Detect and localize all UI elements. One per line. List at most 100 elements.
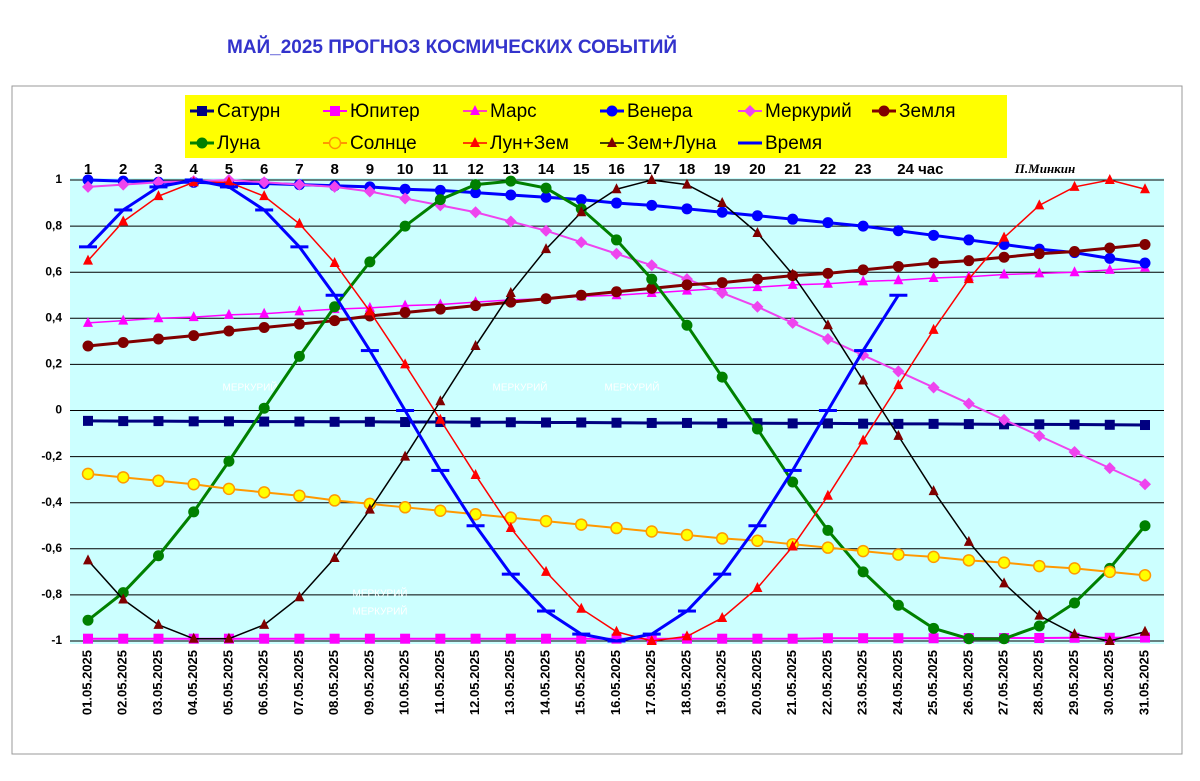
hour-label: 22 bbox=[820, 161, 837, 178]
legend-marker bbox=[196, 137, 208, 149]
marker bbox=[1069, 597, 1081, 609]
marker bbox=[435, 395, 446, 406]
marker bbox=[118, 633, 129, 644]
marker bbox=[293, 350, 305, 362]
marker bbox=[1033, 620, 1045, 632]
marker bbox=[470, 187, 482, 199]
marker bbox=[1139, 239, 1151, 251]
marker bbox=[783, 468, 802, 472]
hour-label: 9 bbox=[366, 161, 374, 178]
marker bbox=[645, 525, 658, 538]
marker bbox=[787, 633, 798, 644]
marker bbox=[435, 413, 446, 424]
y-tick-label: -1 bbox=[51, 633, 62, 647]
marker bbox=[399, 307, 411, 319]
marker bbox=[646, 273, 658, 285]
legend-label: Солнце bbox=[350, 133, 417, 154]
marker bbox=[117, 178, 130, 191]
legend-marker bbox=[330, 106, 340, 116]
marker bbox=[470, 469, 481, 480]
marker bbox=[611, 417, 622, 428]
marker bbox=[1140, 183, 1150, 194]
marker bbox=[611, 183, 622, 194]
legend-marker bbox=[878, 105, 890, 117]
marker bbox=[822, 267, 834, 279]
marker bbox=[928, 257, 940, 269]
marker bbox=[928, 271, 939, 282]
marker bbox=[715, 532, 729, 545]
hour-label: 5 bbox=[225, 161, 233, 178]
marker bbox=[505, 175, 517, 187]
marker bbox=[83, 633, 93, 644]
marker bbox=[223, 176, 234, 187]
marker bbox=[360, 349, 379, 353]
hour-label: 17 bbox=[643, 161, 660, 178]
marker bbox=[293, 489, 306, 503]
marker bbox=[893, 379, 904, 390]
marker bbox=[893, 274, 904, 285]
marker bbox=[222, 482, 236, 496]
marker bbox=[259, 633, 270, 644]
y-tick-label: 1 bbox=[55, 172, 62, 186]
marker bbox=[79, 245, 97, 249]
marker bbox=[857, 566, 869, 578]
marker bbox=[1068, 445, 1081, 458]
marker bbox=[118, 314, 129, 325]
marker bbox=[787, 476, 799, 488]
marker bbox=[540, 182, 552, 194]
x-tick-label: 19.05.2025 bbox=[714, 650, 729, 715]
marker bbox=[399, 220, 411, 232]
marker bbox=[752, 227, 763, 238]
marker bbox=[82, 180, 94, 193]
x-tick-label: 31.05.2025 bbox=[1136, 650, 1151, 715]
series bbox=[79, 178, 908, 643]
marker bbox=[963, 633, 975, 645]
marker bbox=[153, 618, 164, 629]
marker bbox=[399, 183, 411, 195]
marker bbox=[751, 273, 763, 285]
marker bbox=[822, 633, 833, 644]
x-tick-label: 24.05.2025 bbox=[890, 650, 905, 715]
x-tick-label: 01.05.2025 bbox=[79, 650, 94, 715]
marker bbox=[822, 319, 833, 330]
marker bbox=[149, 185, 168, 189]
x-tick-label: 30.05.2025 bbox=[1101, 650, 1116, 715]
hour-label: 24 час bbox=[897, 161, 943, 178]
marker bbox=[681, 417, 692, 428]
marker bbox=[399, 192, 412, 205]
marker bbox=[576, 417, 587, 428]
marker bbox=[152, 550, 164, 562]
x-tick-label: 12.05.2025 bbox=[467, 650, 482, 715]
x-tick-label: 26.05.2025 bbox=[960, 650, 975, 715]
marker bbox=[400, 417, 411, 428]
marker bbox=[751, 210, 763, 222]
marker bbox=[83, 415, 93, 426]
marker bbox=[82, 340, 94, 352]
marker bbox=[889, 293, 908, 297]
marker bbox=[928, 633, 939, 644]
marker bbox=[541, 243, 552, 254]
marker bbox=[607, 639, 626, 643]
marker bbox=[716, 277, 728, 289]
marker bbox=[576, 633, 587, 644]
marker bbox=[223, 632, 234, 643]
marker bbox=[681, 279, 693, 291]
marker bbox=[787, 213, 799, 225]
marker bbox=[576, 602, 587, 613]
marker bbox=[153, 633, 164, 644]
legend-marker bbox=[744, 105, 756, 117]
marker bbox=[646, 199, 658, 211]
marker bbox=[541, 565, 552, 576]
hour-label: 12 bbox=[467, 161, 484, 178]
marker bbox=[818, 409, 837, 412]
legend-label: Марс bbox=[490, 101, 537, 122]
marker bbox=[858, 275, 869, 286]
marker bbox=[928, 323, 939, 334]
marker bbox=[258, 176, 271, 189]
marker bbox=[681, 203, 693, 215]
marker bbox=[184, 178, 203, 182]
legend-label: Время bbox=[765, 133, 822, 154]
marker bbox=[927, 550, 940, 564]
marker bbox=[223, 325, 235, 337]
marker bbox=[188, 506, 200, 518]
